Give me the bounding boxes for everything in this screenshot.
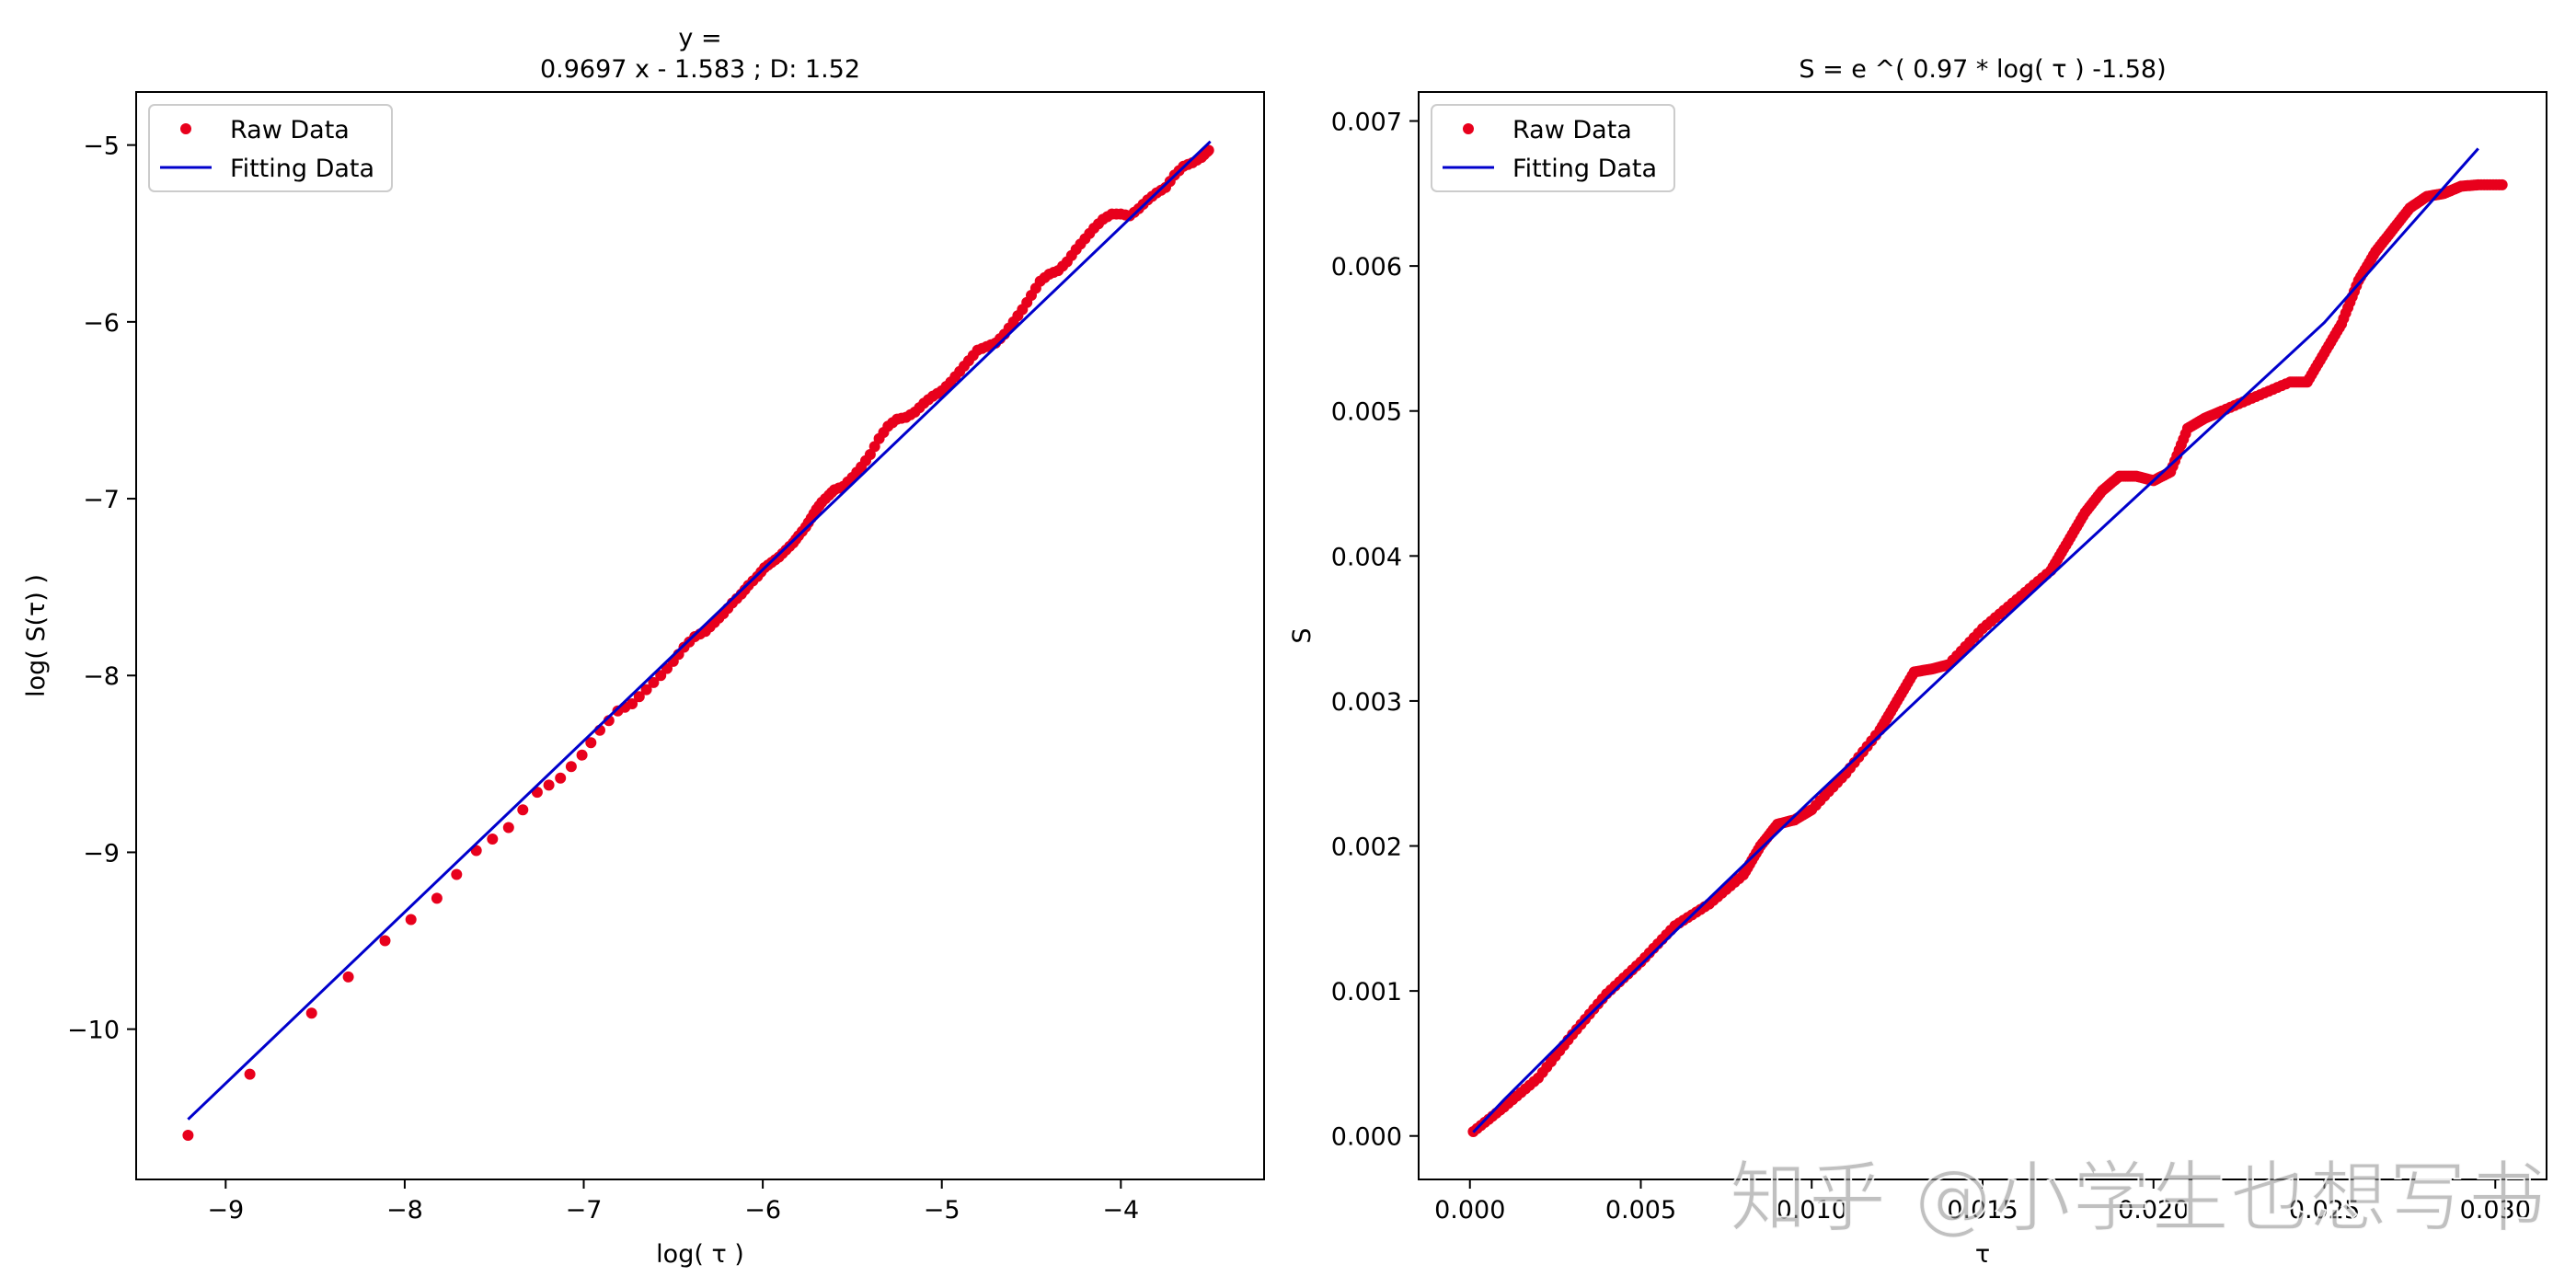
chart1-y-tick-label: −5	[83, 132, 120, 161]
chart1-raw-data-point	[244, 1068, 256, 1080]
chart2-x-tick-label: 0.000	[1434, 1196, 1505, 1225]
chart1-raw-data-point	[182, 1130, 194, 1141]
chart1-axes-frame	[135, 91, 1265, 1180]
chart2-y-tick-label: 0.001	[1331, 978, 1402, 1006]
chart1-legend-box	[148, 104, 393, 192]
chart2-x-tick-label: 0.025	[2289, 1196, 2360, 1225]
chart2-title: S = e ^( 0.97 * log( τ ) -1.58)	[1799, 55, 2166, 84]
chart1-raw-data-point	[633, 691, 645, 703]
chart1-raw-data-point	[576, 749, 588, 761]
chart1-y-tick-label: −6	[83, 309, 120, 338]
chart2-y-axis-label: S	[1288, 627, 1317, 643]
chart1-y-tick-label: −10	[67, 1017, 120, 1045]
chart1-x-tick-label: −4	[1102, 1196, 1139, 1225]
chart1-raw-data-point	[517, 804, 529, 816]
watermark-text: 知乎 @小学生也想写书	[1729, 1152, 2547, 1244]
chart1-title-line1: y =	[678, 24, 721, 52]
chart1-raw-data-point	[585, 737, 597, 749]
chart2-legend-fit-label: Fitting Data	[1512, 155, 1657, 183]
chart1-fit-line-overlay	[187, 140, 1212, 1121]
chart1-raw-data-point	[868, 441, 880, 453]
chart2-y-tick-label: 0.006	[1331, 253, 1402, 282]
chart1-raw-data-point	[543, 779, 555, 791]
chart1-plot-area	[182, 140, 1214, 1141]
chart2-x-tick-label: 0.005	[1605, 1196, 1676, 1225]
chart1-x-tick-label: −9	[207, 1196, 244, 1225]
chart1-y-tick-label: −8	[83, 662, 120, 691]
chart2-x-tick-label: 0.015	[1947, 1196, 2018, 1225]
chart1-x-tick-label: −6	[744, 1196, 781, 1225]
chart2-y-tick-label: 0.007	[1331, 109, 1402, 137]
chart2-y-tick-label: 0.000	[1331, 1123, 1402, 1152]
chart1-y-tick-label: −7	[83, 486, 120, 514]
chart1-raw-data-point	[648, 676, 660, 688]
chart1-raw-data-point	[305, 1007, 317, 1019]
chart1-x-axis-label: log( τ )	[656, 1240, 744, 1269]
chart2-x-tick-label: 0.010	[1777, 1196, 1847, 1225]
chart1-raw-data-point	[342, 971, 354, 983]
chart2-legend-box	[1431, 104, 1675, 192]
chart2-y-tick-label: 0.005	[1331, 398, 1402, 427]
chart1-raw-data-point	[565, 761, 577, 773]
chart1-raw-data-point	[487, 834, 499, 845]
chart2-y-tick-label: 0.003	[1331, 688, 1402, 717]
chart2-legend-raw-label: Raw Data	[1512, 116, 1632, 144]
chart1-legend-raw-label: Raw Data	[230, 116, 350, 144]
chart1-y-tick-label: −9	[83, 839, 120, 868]
chart2-legend-raw-marker	[1463, 123, 1474, 134]
chart1-raw-data-point	[627, 698, 638, 709]
chart1-y-axis-label: log( S(τ) )	[22, 574, 51, 697]
chart1-legend-fit-label: Fitting Data	[230, 155, 374, 183]
chart2-raw-data-point	[2496, 178, 2508, 190]
chart1-raw-data-point	[451, 868, 463, 880]
chart1-raw-data-point	[431, 892, 443, 904]
chart1-raw-data-point	[502, 822, 514, 834]
chart1-x-tick-label: −8	[386, 1196, 423, 1225]
chart1-x-tick-label: −5	[924, 1196, 960, 1225]
chart1-raw-data-point	[640, 684, 652, 696]
chart2-x-axis-label: τ	[1975, 1240, 1990, 1269]
chart1-raw-data-point	[555, 772, 567, 784]
chart2-plot-area	[1467, 147, 2508, 1137]
chart2-x-tick-label: 0.020	[2118, 1196, 2189, 1225]
chart1-raw-data-point	[379, 935, 391, 947]
chart2-y-tick-label: 0.002	[1331, 834, 1402, 862]
chart2-x-tick-label: 0.030	[2460, 1196, 2531, 1225]
chart1-title-line2: 0.9697 x - 1.583 ; D: 1.52	[540, 55, 860, 84]
chart1-legend-raw-marker	[180, 123, 191, 134]
chart2-fit-line-overlay	[1472, 147, 2479, 1133]
chart2-y-tick-label: 0.004	[1331, 543, 1402, 571]
chart1-raw-data-point	[405, 914, 417, 926]
chart1-x-tick-label: −7	[566, 1196, 603, 1225]
